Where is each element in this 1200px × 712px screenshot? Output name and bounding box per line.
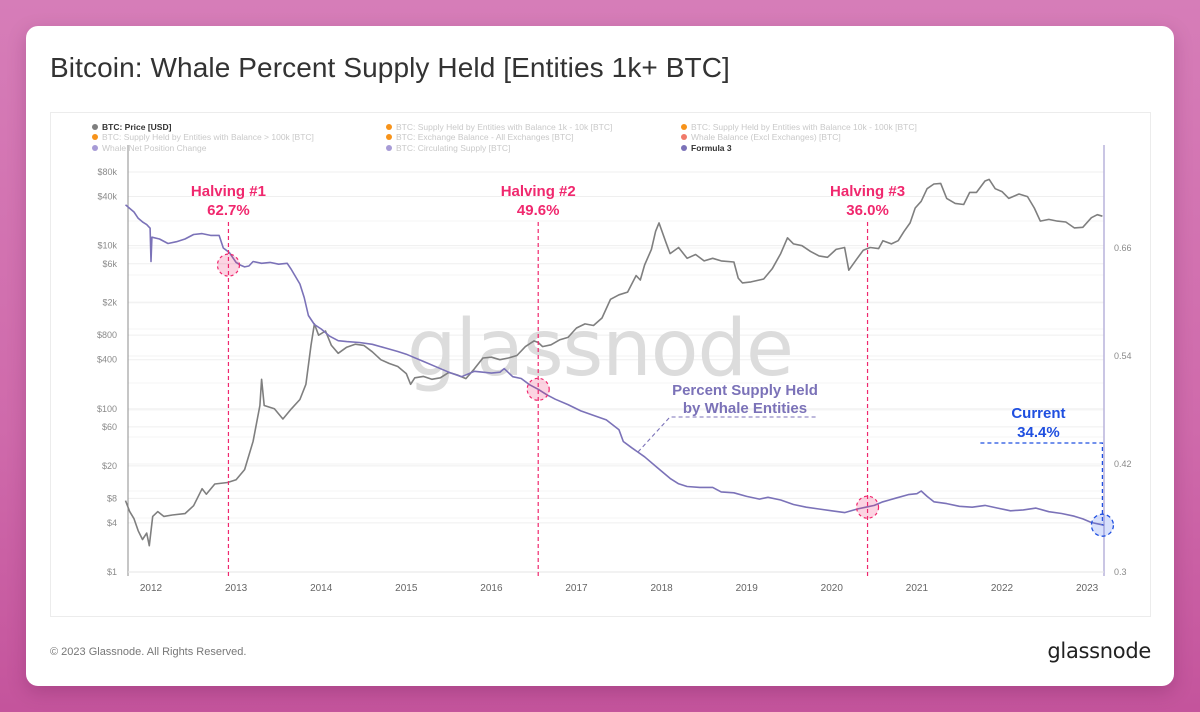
- series-label-line2: by Whale Entities: [683, 400, 807, 417]
- legend: BTC: Price [USD] BTC: Supply Held by Enti…: [92, 122, 917, 153]
- x-tick-label: 2016: [480, 583, 503, 594]
- footer-copyright: © 2023 Glassnode. All Rights Reserved.: [50, 646, 247, 658]
- y-left-tick-label: $20: [102, 461, 117, 471]
- x-tick-label: 2017: [565, 583, 588, 594]
- halving-marker: [216, 253, 241, 277]
- halving-value: 49.6%: [517, 202, 560, 219]
- legend-dot-icon: [681, 124, 687, 130]
- legend-dot-icon: [681, 134, 687, 140]
- x-tick-label: 2019: [736, 583, 759, 594]
- legend-dot-icon: [681, 145, 687, 151]
- y-right-tick-label: 0.54: [1114, 351, 1132, 361]
- legend-dot-icon: [92, 134, 98, 140]
- legend-item: Whale Balance (Excl Exchanges) [BTC]: [691, 132, 841, 142]
- x-tick-label: 2021: [906, 583, 929, 594]
- y-left-tick-label: $4: [107, 518, 117, 528]
- x-tick-label: 2020: [821, 583, 844, 594]
- halving-value: 62.7%: [207, 202, 250, 219]
- x-tick-label: 2015: [395, 583, 418, 594]
- page-title: Bitcoin: Whale Percent Supply Held [Enti…: [50, 52, 730, 83]
- y-left-tick-label: $2k: [102, 298, 117, 308]
- price-line: [124, 178, 1103, 547]
- y-left-tick-label: $80k: [97, 167, 117, 177]
- chart-frame: [50, 112, 1151, 617]
- legend-dot-icon: [386, 134, 392, 140]
- y-right-tick-label: 0.66: [1114, 243, 1132, 253]
- halving-marker: [526, 377, 550, 401]
- legend-dot-icon: [386, 124, 392, 130]
- x-tick-label: 2018: [650, 583, 673, 594]
- y-left-tick-label: $1: [107, 567, 117, 577]
- legend-item: BTC: Supply Held by Entities with Balanc…: [691, 122, 917, 132]
- x-tick-label: 2013: [225, 583, 248, 594]
- legend-item: BTC: Price [USD]: [102, 122, 172, 132]
- y-right-tick-label: 0.42: [1114, 459, 1132, 469]
- series-label-line1: Percent Supply Held: [672, 382, 818, 399]
- y-right-tick-label: 0.3: [1114, 567, 1127, 577]
- halving-label: Halving #2: [501, 183, 576, 200]
- axes: $80k $40k $10k $6k $2k $800 $400 $100 $60 $20 $8 $4…: [97, 145, 1132, 594]
- x-tick-label: 2022: [991, 583, 1014, 594]
- y-left-tick-label: $100: [97, 404, 117, 414]
- y-left-tick-label: $40k: [97, 192, 117, 202]
- y-left-tick-label: $8: [107, 493, 117, 503]
- y-left-tick-label: $400: [97, 355, 117, 365]
- current-value: 34.4%: [1017, 424, 1060, 441]
- x-tick-label: 2023: [1076, 583, 1099, 594]
- legend-item: BTC: Supply Held by Entities with Balanc…: [396, 122, 612, 132]
- y-left-tick-label: $10k: [97, 241, 117, 251]
- halving-label: Halving #1: [191, 183, 266, 200]
- watermark: glassnode: [407, 304, 793, 394]
- legend-item: BTC: Supply Held by Entities with Balanc…: [102, 132, 314, 142]
- annotations: Halving #1 62.7% Halving #2 49.6% Halving #3…: [191, 183, 1115, 576]
- x-tick-label: 2012: [140, 583, 163, 594]
- series-label-leader: [637, 416, 818, 453]
- current-leader-line: [980, 442, 1104, 526]
- legend-dot-icon: [92, 124, 98, 130]
- y-left-tick-label: $6k: [102, 259, 117, 269]
- current-marker: [1090, 513, 1115, 537]
- halving-marker: [855, 495, 880, 519]
- footer-logo[interactable]: glassnode: [1047, 639, 1151, 663]
- legend-item: Whale Net Position Change: [102, 143, 207, 153]
- current-label: Current: [1011, 405, 1065, 422]
- y-left-tick-label: $60: [102, 422, 117, 432]
- halving-value: 36.0%: [846, 202, 889, 219]
- legend-dot-icon: [92, 145, 98, 151]
- legend-dot-icon: [386, 145, 392, 151]
- y-left-tick-label: $800: [97, 330, 117, 340]
- halving-label: Halving #3: [830, 183, 905, 200]
- legend-item: Formula 3: [691, 143, 732, 153]
- legend-item: BTC: Exchange Balance - All Exchanges [B…: [396, 132, 574, 142]
- legend-item: BTC: Circulating Supply [BTC]: [396, 143, 510, 153]
- x-tick-label: 2014: [310, 583, 333, 594]
